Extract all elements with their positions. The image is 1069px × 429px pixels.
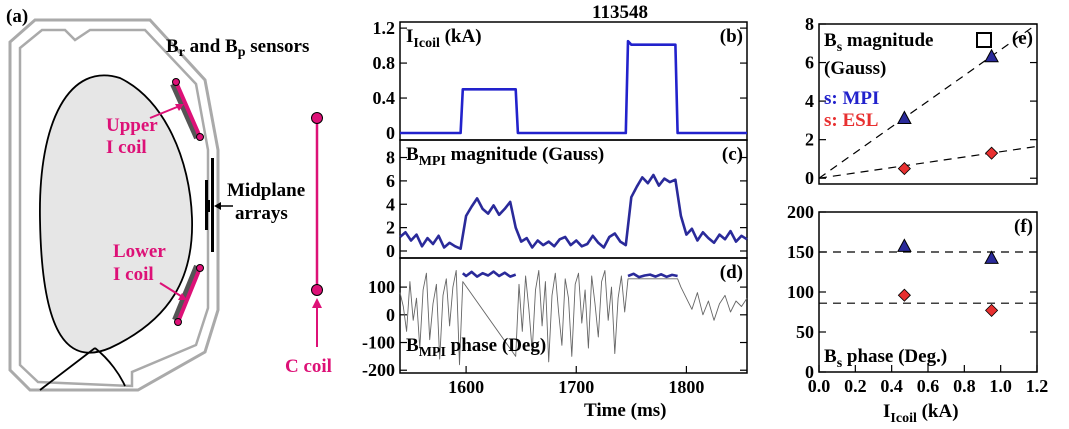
divertor-leg-inner — [39, 347, 96, 391]
y-tick-label: 4 — [805, 91, 814, 111]
panel-label-e: Bs magnitude — [824, 30, 933, 55]
legend-square-icon — [976, 32, 992, 48]
esl-diamond-point — [897, 288, 911, 302]
series-line-d-0 — [399, 270, 748, 366]
vessel-outer-wall — [8, 18, 220, 392]
x-tick-label: 0.4 — [880, 376, 903, 396]
mpi-triangle-point — [984, 48, 999, 63]
panel-c: 0 2 4 6 8 (c) BMPI magnitude (Gauss) — [386, 139, 748, 261]
plot-frame-d — [399, 257, 748, 374]
panel-label-d: BMPI phase (Deg) — [406, 335, 546, 360]
x-tick-label: 1700 — [558, 377, 594, 397]
series-line-c-0 — [399, 173, 748, 250]
midplane-label-2: arrays — [235, 203, 288, 224]
series-line-d-1 — [461, 270, 517, 278]
fit-line — [818, 23, 1038, 179]
panel-tag-b: (b) — [720, 26, 743, 47]
time-axis-label: Time (ms) — [584, 400, 667, 421]
midplane-arrays — [205, 158, 214, 252]
panel-label-e-line2: (Gauss) — [824, 58, 886, 79]
plasma-boundary — [39, 74, 193, 354]
legend-esl: s: ESL — [824, 110, 878, 131]
esl-diamond-point — [985, 146, 999, 160]
y-tick-label: 150 — [787, 242, 814, 262]
y-tick-label: 100 — [787, 282, 814, 302]
midplane-arrowhead — [214, 202, 221, 210]
mpi-triangle-point — [897, 110, 912, 124]
y-tick-label: 8 — [805, 14, 814, 34]
x-tick-label: 0.6 — [917, 376, 940, 396]
panel-tag-f: (f) — [1014, 216, 1033, 237]
panel-a: (a) Br and Bp sensors Upp — [6, 6, 332, 392]
y-tick-label: 50 — [796, 322, 814, 342]
shot-number: 113548 — [592, 2, 648, 23]
sensors-label: Br and Bp sensors — [166, 36, 309, 60]
upper-i-coil — [170, 78, 204, 141]
x-tick-label: 1600 — [448, 377, 484, 397]
y-tick-label: 0 — [805, 168, 814, 188]
panel-label-c: BMPI magnitude (Gauss) — [406, 144, 604, 169]
upper-coil-label-1: Upper — [106, 115, 158, 136]
mpi-triangle-point — [984, 250, 999, 264]
panel-label-f: Bs phase (Deg.) — [824, 346, 947, 371]
y-tick-label: 6 — [386, 171, 395, 191]
y-tick-label: 1.2 — [373, 18, 396, 38]
panel-a-tag: (a) — [6, 6, 28, 27]
y-tick-label: 6 — [805, 53, 814, 73]
legend-mpi: s: MPI — [824, 88, 879, 109]
y-tick-label: 0.4 — [373, 88, 396, 108]
y-tick-label: 200 — [787, 202, 814, 222]
y-tick-label: 0 — [805, 362, 814, 382]
esl-diamond-point — [985, 303, 999, 317]
icoil-axis-label: IIcoil (kA) — [883, 401, 959, 426]
panel-b: 0 0.4 0.8 1.2 (b) IIcoil (kA) — [373, 18, 748, 143]
vessel-inner-wall — [18, 28, 210, 388]
upper-coil-arrowhead — [175, 104, 184, 111]
x-tick-label: 1.0 — [989, 376, 1012, 396]
x-tick-label: 1.2 — [1026, 376, 1049, 396]
panel-tag-c: (c) — [722, 144, 743, 165]
panel-d: -200 -100 0 100 1600 1700 1800 (d) BMPI phase (D… — [362, 257, 748, 397]
divertor-leg-outer — [94, 347, 126, 387]
y-tick-label: 2 — [386, 218, 395, 238]
x-tick-label: 0.2 — [844, 376, 867, 396]
upper-coil-arrow — [149, 104, 183, 119]
midplane-label-1: Midplane — [227, 180, 305, 201]
series-line-d-2 — [627, 272, 678, 279]
lower-i-coil — [172, 264, 204, 326]
y-tick-label: 0.8 — [373, 53, 396, 73]
fit-line — [818, 145, 1038, 179]
x-tick-label: 0.8 — [953, 376, 976, 396]
y-tick-label: 2 — [805, 130, 814, 150]
y-tick-label: 0 — [386, 241, 395, 261]
plot-frame-e — [818, 23, 1038, 185]
x-tick-label: 0.0 — [808, 376, 831, 396]
y-tick-label: 8 — [386, 148, 395, 168]
lower-coil-arrowhead — [178, 293, 187, 300]
y-tick-label: 0 — [386, 305, 395, 325]
series-line-b-0 — [400, 39, 747, 135]
lower-coil-label-2: I coil — [113, 264, 154, 285]
panel-tag-e: (e) — [1012, 28, 1033, 49]
upper-coil-label-2: I coil — [106, 137, 147, 158]
y-tick-label: 0 — [386, 123, 395, 143]
panel-f: 0 50 100 150 200 0.0 0.2 0.4 0.6 0.8 1.0 1.2 (f) Bs p… — [787, 202, 1048, 396]
lower-coil-arrow — [159, 282, 185, 299]
x-tick-label: 1800 — [668, 377, 704, 397]
y-tick-label: -200 — [362, 360, 395, 380]
c-coil — [311, 112, 323, 347]
y-tick-label: 100 — [368, 277, 395, 297]
mpi-triangle-point — [897, 238, 912, 252]
lower-coil-label-1: Lower — [113, 241, 166, 262]
c-coil-label: C coil — [285, 356, 332, 377]
esl-diamond-point — [897, 162, 911, 176]
panel-label-b: IIcoil (kA) — [406, 26, 482, 51]
y-tick-label: -100 — [362, 333, 395, 353]
y-tick-label: 4 — [386, 194, 395, 214]
panel-tag-d: (d) — [720, 262, 743, 283]
